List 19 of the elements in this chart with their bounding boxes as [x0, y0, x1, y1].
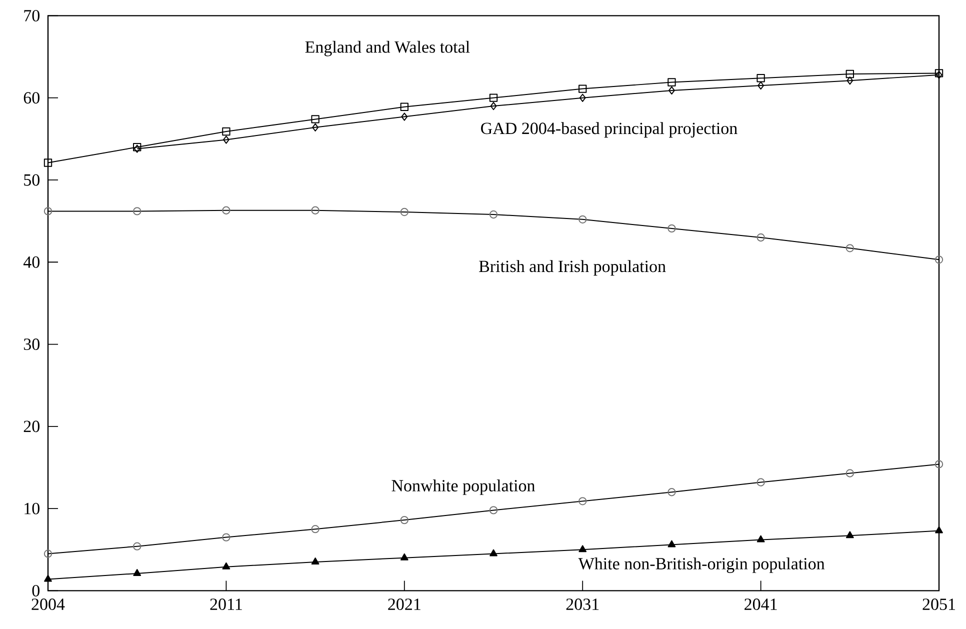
- y-tick-label: 40: [23, 256, 40, 268]
- x-tick-label: 2031: [566, 598, 599, 610]
- x-tick-label: 2021: [388, 598, 420, 610]
- x-tick-label: 2041: [744, 598, 777, 610]
- y-tick-label: 10: [24, 502, 40, 514]
- series-label: GAD 2004-based principal projection: [481, 122, 738, 138]
- text: England and Wales total: [305, 40, 470, 56]
- y-tick-label: 0: [32, 584, 40, 596]
- y-tick-label: 70: [24, 10, 40, 22]
- x-tick-label: 2051: [922, 598, 955, 610]
- x-tick-label: 2004: [32, 598, 65, 610]
- y-tick-label: 20: [24, 420, 40, 432]
- y-tick-label: 30: [24, 338, 40, 350]
- series-label: Nonwhite population: [392, 479, 536, 495]
- series-label: British and Irish population: [479, 260, 666, 276]
- y-tick-label: 60: [24, 92, 40, 104]
- series-label: White non-British-origin population: [578, 558, 825, 573]
- x-tick-label: 2011: [210, 598, 242, 610]
- y-tick-label: 50: [24, 174, 40, 186]
